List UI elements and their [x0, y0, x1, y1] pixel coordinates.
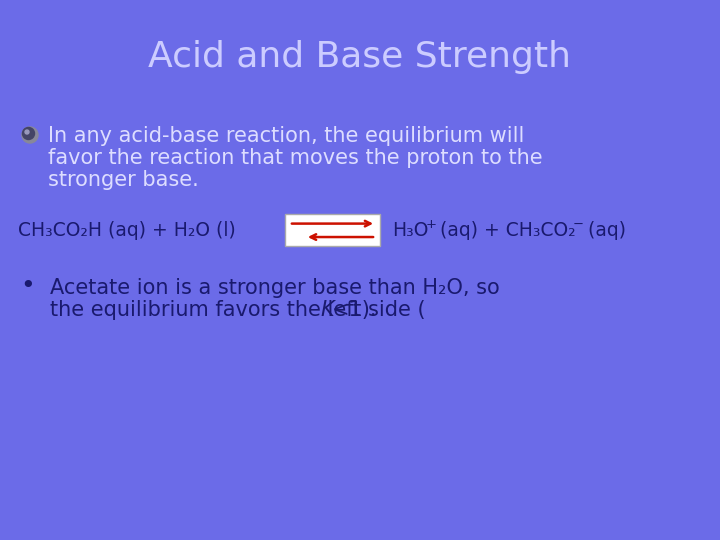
Text: •: •	[21, 274, 35, 298]
Text: CH₃CO₂H (aq) + H₂O (l): CH₃CO₂H (aq) + H₂O (l)	[18, 220, 235, 240]
Text: H₃O: H₃O	[392, 220, 428, 240]
Circle shape	[25, 130, 29, 134]
Text: stronger base.: stronger base.	[48, 170, 199, 190]
Text: Acid and Base Strength: Acid and Base Strength	[148, 40, 572, 74]
Text: +: +	[426, 218, 437, 231]
Text: −: −	[573, 218, 584, 231]
Text: (aq) + CH₃CO₂: (aq) + CH₃CO₂	[434, 220, 575, 240]
Text: (aq): (aq)	[582, 220, 626, 240]
Circle shape	[22, 127, 35, 139]
Text: <1).: <1).	[332, 300, 377, 320]
Bar	[285, 214, 380, 246]
Circle shape	[22, 127, 38, 143]
Text: Acetate ion is a stronger base than H₂O, so: Acetate ion is a stronger base than H₂O,…	[50, 278, 500, 298]
Text: favor the reaction that moves the proton to the: favor the reaction that moves the proton…	[48, 148, 543, 168]
Text: In any acid-base reaction, the equilibrium will: In any acid-base reaction, the equilibri…	[48, 126, 524, 146]
Text: K: K	[320, 300, 334, 320]
Text: the equilibrium favors the left side (: the equilibrium favors the left side (	[50, 300, 426, 320]
